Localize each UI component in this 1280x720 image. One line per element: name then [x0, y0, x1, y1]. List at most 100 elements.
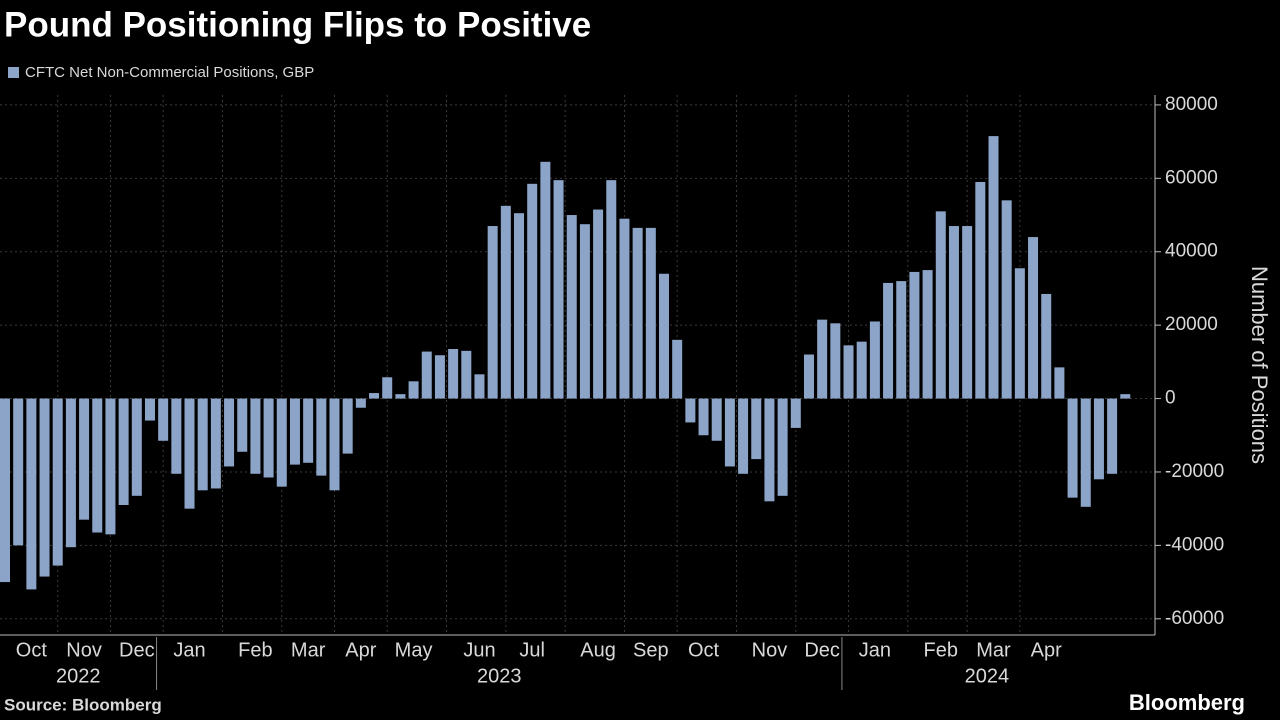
bar [1120, 394, 1131, 399]
x-tick-label: Jun [463, 639, 495, 661]
bar [593, 209, 604, 399]
bar [289, 398, 300, 465]
source: Source: Bloomberg [4, 695, 162, 714]
bar [329, 398, 340, 491]
bar [118, 398, 129, 505]
bar [935, 211, 946, 399]
bar [540, 161, 551, 399]
bar [276, 398, 287, 487]
bar [830, 323, 841, 399]
bar [263, 398, 274, 478]
bar [843, 345, 854, 399]
y-tick-label: 80000 [1165, 94, 1218, 115]
bar [909, 271, 920, 399]
bar [724, 398, 735, 467]
bar [13, 398, 24, 546]
x-tick-label: Apr [345, 639, 376, 661]
bar [342, 398, 353, 454]
x-tick-label: Jan [859, 639, 891, 661]
bar [382, 377, 393, 399]
bar [553, 180, 564, 399]
bar [514, 213, 525, 399]
bar [948, 226, 959, 399]
bar [1041, 293, 1052, 399]
bar [171, 398, 182, 474]
bar [883, 282, 894, 399]
chart-title: Pound Positioning Flips to Positive [4, 5, 591, 44]
bar [527, 183, 538, 399]
bar [250, 398, 261, 474]
bar [1093, 398, 1104, 480]
x-tick-label: Apr [1031, 639, 1062, 661]
bar [1028, 237, 1039, 399]
bar [434, 355, 445, 399]
bar [474, 374, 485, 399]
bar [672, 339, 683, 399]
bar [224, 398, 235, 467]
x-tick-label: Dec [804, 639, 840, 661]
x-tick-label: Sep [633, 639, 669, 661]
bar [606, 180, 617, 399]
year-label: 2024 [965, 665, 1010, 687]
bar [408, 381, 419, 399]
bar [1080, 398, 1091, 507]
bar [817, 319, 828, 399]
x-tick-label: Jul [519, 639, 545, 661]
bar [210, 398, 221, 489]
bar [790, 398, 801, 428]
bar [421, 351, 432, 399]
x-tick-label: Jan [173, 639, 205, 661]
y-tick-label: -40000 [1165, 534, 1224, 555]
bar [26, 398, 37, 590]
bar [369, 393, 380, 399]
bar [1107, 398, 1118, 474]
x-tick-label: Feb [924, 639, 958, 661]
bar [39, 398, 50, 577]
x-tick-label: Oct [688, 639, 720, 661]
y-tick-label: 0 [1165, 388, 1176, 409]
bar [869, 321, 880, 399]
y-axis-label: Number of Positions [1247, 266, 1272, 464]
bar [698, 398, 709, 436]
legend-swatch [8, 67, 19, 78]
bar [962, 226, 973, 399]
bar [52, 398, 63, 566]
bar [856, 341, 867, 399]
x-tick-label: Feb [238, 639, 272, 661]
year-label: 2022 [56, 665, 101, 687]
bar [448, 349, 459, 399]
y-tick-label: 40000 [1165, 241, 1218, 262]
bar [566, 215, 577, 399]
x-tick-label: Mar [976, 639, 1011, 661]
bar [158, 398, 169, 441]
bar [237, 398, 248, 452]
bar [659, 273, 669, 399]
bar [79, 398, 90, 520]
x-tick-label: Nov [66, 639, 102, 661]
bar [988, 136, 999, 399]
bar [803, 354, 814, 399]
bar [105, 398, 116, 535]
y-tick-label: -60000 [1165, 608, 1224, 629]
bar [632, 227, 643, 399]
x-tick-label: Aug [580, 639, 616, 661]
bar [685, 398, 696, 423]
x-tick-label: Mar [291, 639, 326, 661]
bar [65, 398, 76, 548]
bar [751, 398, 762, 460]
x-tick-label: Oct [16, 639, 48, 661]
bar [738, 398, 749, 474]
x-tick-label: Dec [119, 639, 155, 661]
bar [144, 398, 155, 421]
bar [975, 181, 986, 399]
x-tick-label: Nov [752, 639, 788, 661]
x-tick-label: May [395, 639, 433, 661]
bar [395, 394, 406, 399]
bar [579, 224, 590, 399]
bar [316, 398, 327, 476]
bar [777, 398, 788, 496]
bar [303, 398, 314, 463]
legend-label: CFTC Net Non-Commercial Positions, GBP [25, 64, 314, 81]
